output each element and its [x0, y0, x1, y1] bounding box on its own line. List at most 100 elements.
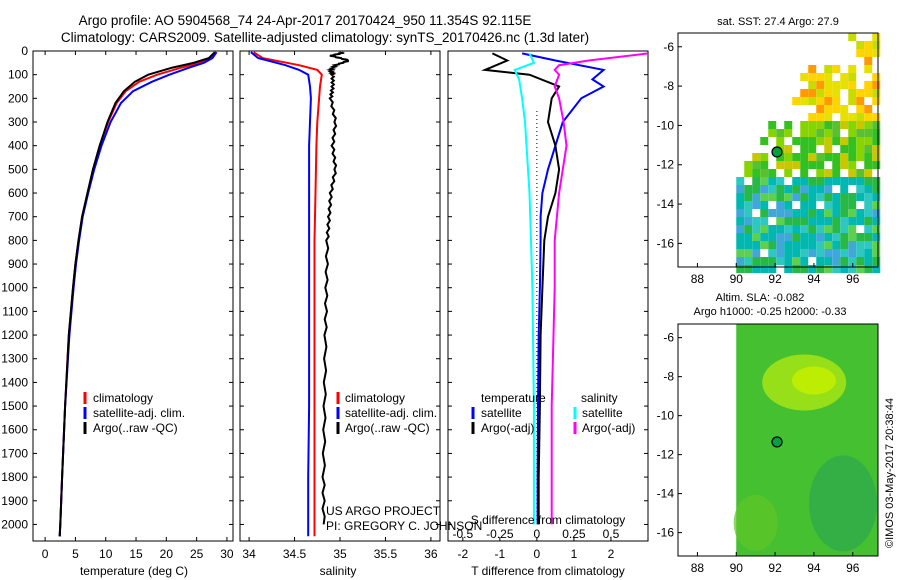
sst-cell — [784, 185, 793, 193]
sst-cell — [872, 33, 881, 41]
sst-cell — [752, 265, 761, 273]
sst-cell — [784, 257, 793, 265]
sst-cell — [776, 153, 785, 161]
sst-cell — [792, 265, 801, 273]
sst-cell — [800, 145, 809, 153]
map-y-tick-label: -8 — [663, 370, 674, 384]
sst-cell — [832, 81, 841, 89]
sst-cell — [840, 177, 849, 185]
sst-cell — [832, 169, 841, 177]
sst-cell — [840, 225, 849, 233]
sst-cell — [792, 137, 801, 145]
sst-cell — [848, 89, 857, 97]
sst-cell — [808, 209, 817, 217]
sst-cell — [760, 153, 769, 161]
sst-cell — [784, 209, 793, 217]
sst-cell — [864, 121, 873, 129]
y-tick-label: 900 — [8, 257, 28, 271]
x-tick-label: 30 — [220, 547, 234, 561]
sst-cell — [864, 113, 873, 121]
y-tick-label: 0 — [21, 44, 28, 58]
sst-cell — [856, 113, 865, 121]
sst-cell — [808, 217, 817, 225]
sst-cell — [760, 217, 769, 225]
sst-cell — [848, 169, 857, 177]
sst-cell — [784, 145, 793, 153]
sst-cell — [824, 193, 833, 201]
sst-cell — [864, 153, 873, 161]
x-tick-label: 35 — [333, 547, 347, 561]
sst-cell — [800, 265, 809, 273]
sst-cell — [872, 145, 881, 153]
x-tick-label: 0 — [534, 547, 541, 561]
sla-map-title-2: Argo h1000: -0.25 h2000: -0.33 — [694, 306, 847, 318]
sst-cell — [808, 89, 817, 97]
sst-cell — [832, 201, 841, 209]
sst-cell — [816, 233, 825, 241]
sst-cell — [832, 225, 841, 233]
sst-cell — [824, 249, 833, 257]
sst-cell — [864, 129, 873, 137]
x-tick-label-salinity: 0 — [534, 527, 541, 541]
sst-cell — [808, 145, 817, 153]
sst-cell — [768, 193, 777, 201]
sst-cell — [872, 153, 881, 161]
sst-cell — [752, 185, 761, 193]
sst-cell — [816, 169, 825, 177]
sst-cell — [840, 121, 849, 129]
sst-cell — [824, 217, 833, 225]
y-tick-label: 1600 — [1, 423, 28, 437]
sst-cell — [824, 97, 833, 105]
sst-cell — [736, 193, 745, 201]
sst-cell — [768, 177, 777, 185]
sst-cell — [816, 241, 825, 249]
sst-cell — [800, 169, 809, 177]
sst-cell — [856, 177, 865, 185]
sst-cell — [752, 241, 761, 249]
sst-cell — [784, 241, 793, 249]
sst-cell — [864, 225, 873, 233]
sst-cell — [824, 145, 833, 153]
sst-cell — [800, 225, 809, 233]
x-tick-label: -1 — [495, 547, 506, 561]
sst-cell — [816, 129, 825, 137]
sst-cell — [848, 137, 857, 145]
sst-cell — [832, 257, 841, 265]
sst-cell — [784, 249, 793, 257]
sst-cell — [736, 249, 745, 257]
map-x-tick-label: 92 — [768, 561, 782, 575]
sst-cell — [760, 185, 769, 193]
sst-cell — [816, 257, 825, 265]
sst-cell — [824, 129, 833, 137]
sst-cell — [784, 201, 793, 209]
sst-cell — [792, 209, 801, 217]
sst-cell — [760, 209, 769, 217]
sst-cell — [752, 233, 761, 241]
legend-label-satellite: satellite-adj. clim. — [345, 406, 437, 420]
sst-cell — [872, 89, 881, 97]
sst-cell — [840, 193, 849, 201]
map-y-tick-label: -6 — [663, 40, 674, 54]
sst-cell — [840, 105, 849, 113]
sst-cell — [816, 97, 825, 105]
sst-cell — [816, 105, 825, 113]
sst-cell — [816, 121, 825, 129]
sst-cell — [760, 137, 769, 145]
sst-cell — [832, 241, 841, 249]
sst-cell — [752, 161, 761, 169]
sst-cell — [760, 177, 769, 185]
sst-cell — [824, 113, 833, 121]
title-line-2: Climatology: CARS2009. Satellite-adjuste… — [61, 30, 589, 45]
sst-cell — [864, 41, 873, 49]
sst-cell — [832, 233, 841, 241]
sst-cell — [808, 201, 817, 209]
y-tick-label: 300 — [8, 115, 28, 129]
sst-cell — [736, 177, 745, 185]
sst-cell — [864, 57, 873, 65]
sst-cell — [736, 225, 745, 233]
sst-cell — [800, 121, 809, 129]
sst-cell — [864, 217, 873, 225]
sst-cell — [800, 241, 809, 249]
y-tick-label: 1300 — [1, 352, 28, 366]
sst-cell — [816, 217, 825, 225]
